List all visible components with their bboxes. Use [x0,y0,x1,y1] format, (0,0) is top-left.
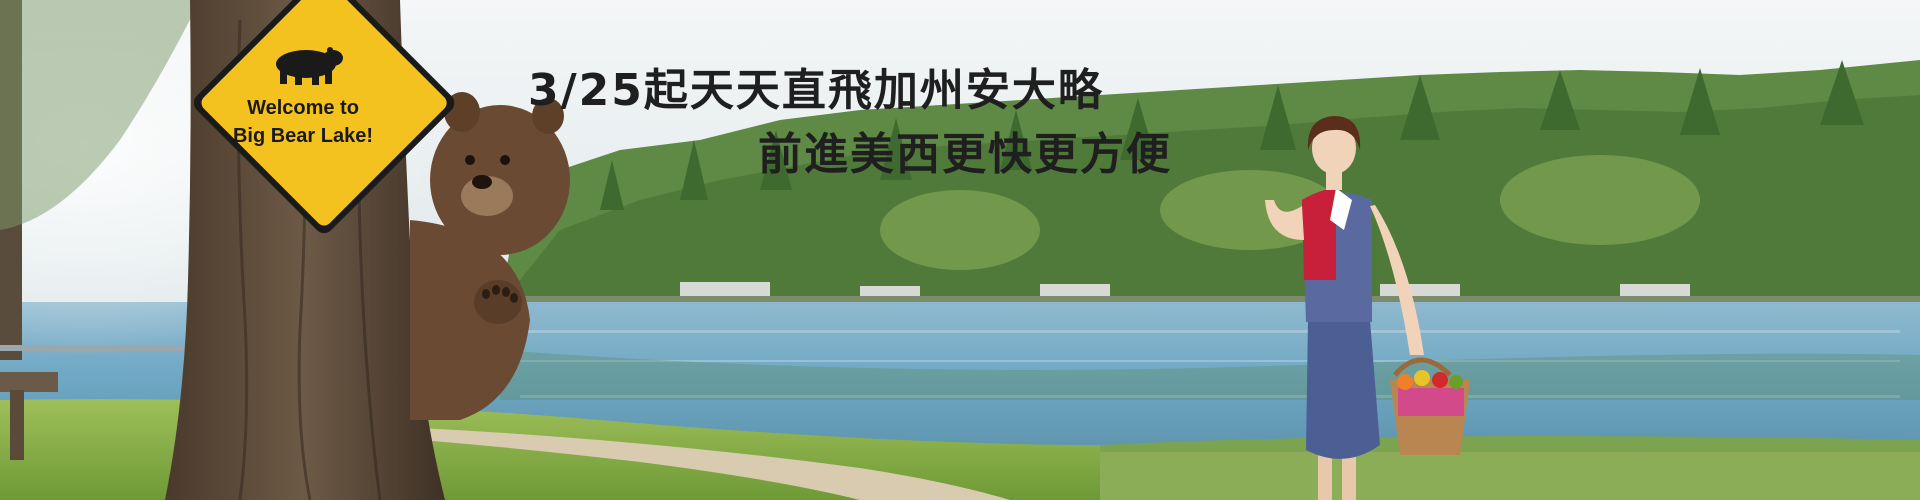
headline-line-2: 前進美西更快更方便 [758,129,1172,180]
sign-line-2: Big Bear Lake! [232,125,374,147]
sign-line-1: Welcome to [247,97,359,119]
welcome-sign [193,0,455,234]
headline-line-1: 3/25起天天直飛加州安大略 [528,65,1104,116]
